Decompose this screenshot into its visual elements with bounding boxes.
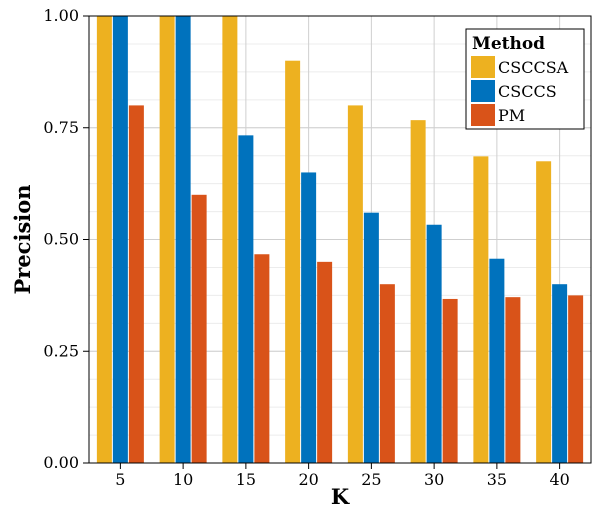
bar-pm-k35 — [505, 297, 521, 463]
x-tick-label: 20 — [298, 470, 318, 489]
bar-csccs-k25 — [363, 212, 379, 463]
y-tick-label: 0.00 — [43, 453, 79, 472]
legend-label-csccs: CSCCS — [498, 82, 557, 101]
bar-pm-k10 — [191, 194, 207, 464]
bars — [96, 16, 584, 464]
bar-csccs-k30 — [426, 224, 442, 463]
x-tick-label: 10 — [173, 470, 193, 489]
bar-csccs-k20 — [301, 172, 317, 463]
x-tick-label: 35 — [487, 470, 507, 489]
bar-pm-k5 — [128, 105, 144, 464]
bar-pm-k40 — [568, 295, 584, 463]
legend-label-pm: PM — [498, 106, 525, 125]
x-tick-label: 15 — [236, 470, 256, 489]
legend-items: CSCCSA CSCCS PM — [471, 56, 569, 126]
bar-pm-k15 — [254, 254, 270, 463]
y-tick-label: 0.25 — [43, 341, 79, 360]
legend-swatch-pm — [471, 104, 495, 126]
legend: Method CSCCSA CSCCS PM — [465, 28, 585, 130]
bar-csccsa-k20 — [285, 60, 301, 463]
bar-csccsa-k30 — [410, 120, 426, 463]
y-tick-label: 0.75 — [43, 118, 79, 137]
x-tick-label: 5 — [115, 470, 125, 489]
legend-swatch-csccs — [471, 80, 495, 102]
bar-pm-k20 — [317, 261, 333, 463]
bar-pm-k25 — [379, 284, 395, 463]
bar-pm-k30 — [442, 298, 458, 463]
bar-csccsa-k25 — [347, 105, 363, 464]
bar-csccs-k35 — [489, 258, 505, 463]
bar-csccsa-k10 — [159, 16, 175, 463]
axes: 0.00 0.25 0.50 0.75 1.00 5 10 15 20 25 30 35 40 — [43, 6, 569, 489]
x-tick-label: 25 — [361, 470, 381, 489]
y-axis-title: Precision — [10, 184, 35, 294]
x-axis-title: K — [331, 484, 350, 508]
bar-csccs-k40 — [552, 284, 568, 463]
y-tick-label: 0.50 — [43, 230, 79, 249]
x-tick-label: 40 — [549, 470, 569, 489]
bar-csccs-k15 — [238, 135, 254, 463]
legend-title: Method — [472, 34, 545, 54]
x-tick-label: 30 — [424, 470, 444, 489]
bar-csccs-k10 — [175, 16, 191, 463]
legend-swatch-csccsa — [471, 56, 495, 78]
legend-label-csccsa: CSCCSA — [498, 58, 569, 77]
bar-csccsa-k35 — [473, 156, 489, 463]
bar-csccsa-k5 — [96, 16, 112, 463]
bar-csccsa-k40 — [536, 161, 552, 463]
bar-csccsa-k15 — [222, 16, 238, 463]
y-tick-label: 1.00 — [43, 6, 79, 25]
bar-csccs-k5 — [112, 16, 128, 463]
